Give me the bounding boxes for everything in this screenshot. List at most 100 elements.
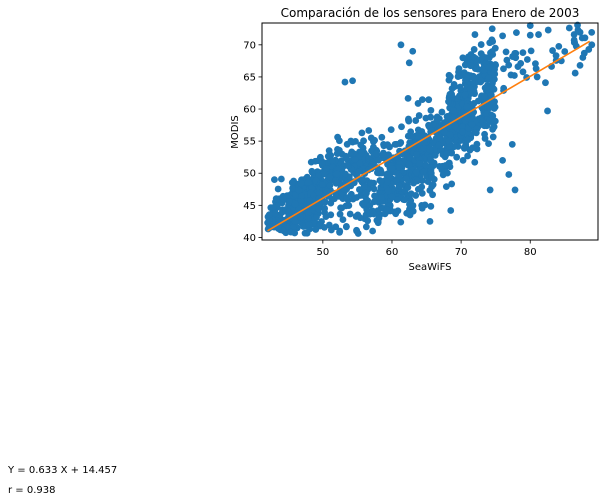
scatter-point xyxy=(464,136,472,144)
scatter-point xyxy=(542,79,549,87)
scatter-point xyxy=(412,168,420,176)
scatter-point xyxy=(362,223,370,231)
scatter-point xyxy=(349,138,357,146)
scatter-point xyxy=(446,73,454,81)
scatter-point xyxy=(408,133,416,140)
scatter-point xyxy=(412,117,420,124)
scatter-point xyxy=(305,221,313,228)
scatter-point xyxy=(466,146,474,154)
scatter-point xyxy=(514,63,522,71)
scatter-point xyxy=(377,177,385,185)
scatter-point xyxy=(272,195,280,203)
scatter-point xyxy=(342,170,349,178)
axes-frame xyxy=(261,22,599,241)
scatter-point xyxy=(438,108,446,116)
scatter-point xyxy=(466,85,474,93)
scatter-point xyxy=(459,54,467,62)
scatter-point xyxy=(485,140,492,148)
scatter-point xyxy=(313,213,320,221)
scatter-point xyxy=(488,48,496,55)
scatter-point xyxy=(435,135,443,143)
scatter-point xyxy=(471,158,479,166)
scatter-point xyxy=(277,175,285,183)
scatter-point xyxy=(519,49,527,56)
scatter-point xyxy=(326,182,334,189)
scatter-point xyxy=(418,183,426,191)
scatter-point xyxy=(321,205,329,212)
scatter-point xyxy=(331,195,338,203)
scatter-point xyxy=(418,177,426,185)
scatter-point xyxy=(450,107,457,114)
scatter-point xyxy=(388,193,396,201)
scatter-point xyxy=(291,229,299,237)
scatter-point xyxy=(427,106,435,114)
scatter-point xyxy=(440,128,448,136)
scatter-point xyxy=(359,176,367,183)
scatter-point xyxy=(405,115,412,123)
scatter-point xyxy=(343,194,350,201)
scatter-point xyxy=(337,204,345,212)
scatter-point xyxy=(332,179,340,187)
scatter-point xyxy=(544,107,551,115)
scatter-point xyxy=(413,151,420,158)
scatter-point xyxy=(297,179,305,187)
scatter-point xyxy=(357,141,365,149)
scatter-point xyxy=(488,25,496,33)
scatter-point xyxy=(342,223,350,230)
scatter-point xyxy=(360,183,368,191)
scatter-point xyxy=(427,155,434,163)
scatter-point xyxy=(442,162,449,169)
scatter-point xyxy=(422,114,430,122)
scatter-point xyxy=(358,149,365,157)
scatter-point xyxy=(462,76,469,84)
scatter-point xyxy=(491,117,499,125)
scatter-point xyxy=(304,178,312,186)
x-tick-label: 50 xyxy=(316,247,329,258)
scatter-point xyxy=(284,208,292,216)
correlation-coefficient: r = 0.938 xyxy=(8,485,56,496)
scatter-point xyxy=(318,160,326,167)
scatter-point xyxy=(395,172,403,180)
y-tick-label: 50 xyxy=(243,169,256,180)
scatter-point xyxy=(384,187,392,195)
scatter-point xyxy=(505,171,513,178)
scatter-point xyxy=(363,189,370,197)
scatter-point xyxy=(464,152,471,160)
scatter-point xyxy=(588,41,596,49)
scatter-point xyxy=(386,143,393,151)
scatter-point xyxy=(581,34,589,42)
scatter-point xyxy=(383,170,391,178)
scatter-point xyxy=(446,131,454,139)
scatter-point xyxy=(420,168,427,176)
scatter-point xyxy=(327,226,335,234)
scatter-point xyxy=(503,56,511,64)
scatter-point xyxy=(340,186,348,194)
scatter-point xyxy=(384,178,391,186)
scatter-point xyxy=(401,196,409,204)
scatter-point xyxy=(491,103,499,111)
scatter-point xyxy=(378,169,386,177)
scatter-point xyxy=(314,205,322,213)
scatter-point xyxy=(461,91,469,99)
scatter-point xyxy=(414,132,421,140)
scatter-point xyxy=(301,229,309,237)
scatter-point xyxy=(341,78,349,86)
x-tick-label: 70 xyxy=(455,247,468,258)
scatter-point xyxy=(418,204,426,212)
scatter-point xyxy=(549,47,556,54)
y-tick-label: 40 xyxy=(243,233,256,244)
scatter-point xyxy=(431,151,439,159)
scatter-point xyxy=(334,133,342,141)
scatter-point xyxy=(486,104,494,112)
scatter-point xyxy=(274,185,282,193)
scatter-point xyxy=(429,181,437,189)
scatter-point xyxy=(315,195,323,203)
scatter-point xyxy=(477,77,485,85)
scatter-point xyxy=(472,129,480,137)
scatter-point xyxy=(473,140,481,148)
scatter-point xyxy=(404,94,412,102)
scatter-point xyxy=(502,48,510,56)
scatter-point xyxy=(489,38,497,45)
scatter-point xyxy=(365,127,373,134)
scatter-point xyxy=(371,136,378,144)
